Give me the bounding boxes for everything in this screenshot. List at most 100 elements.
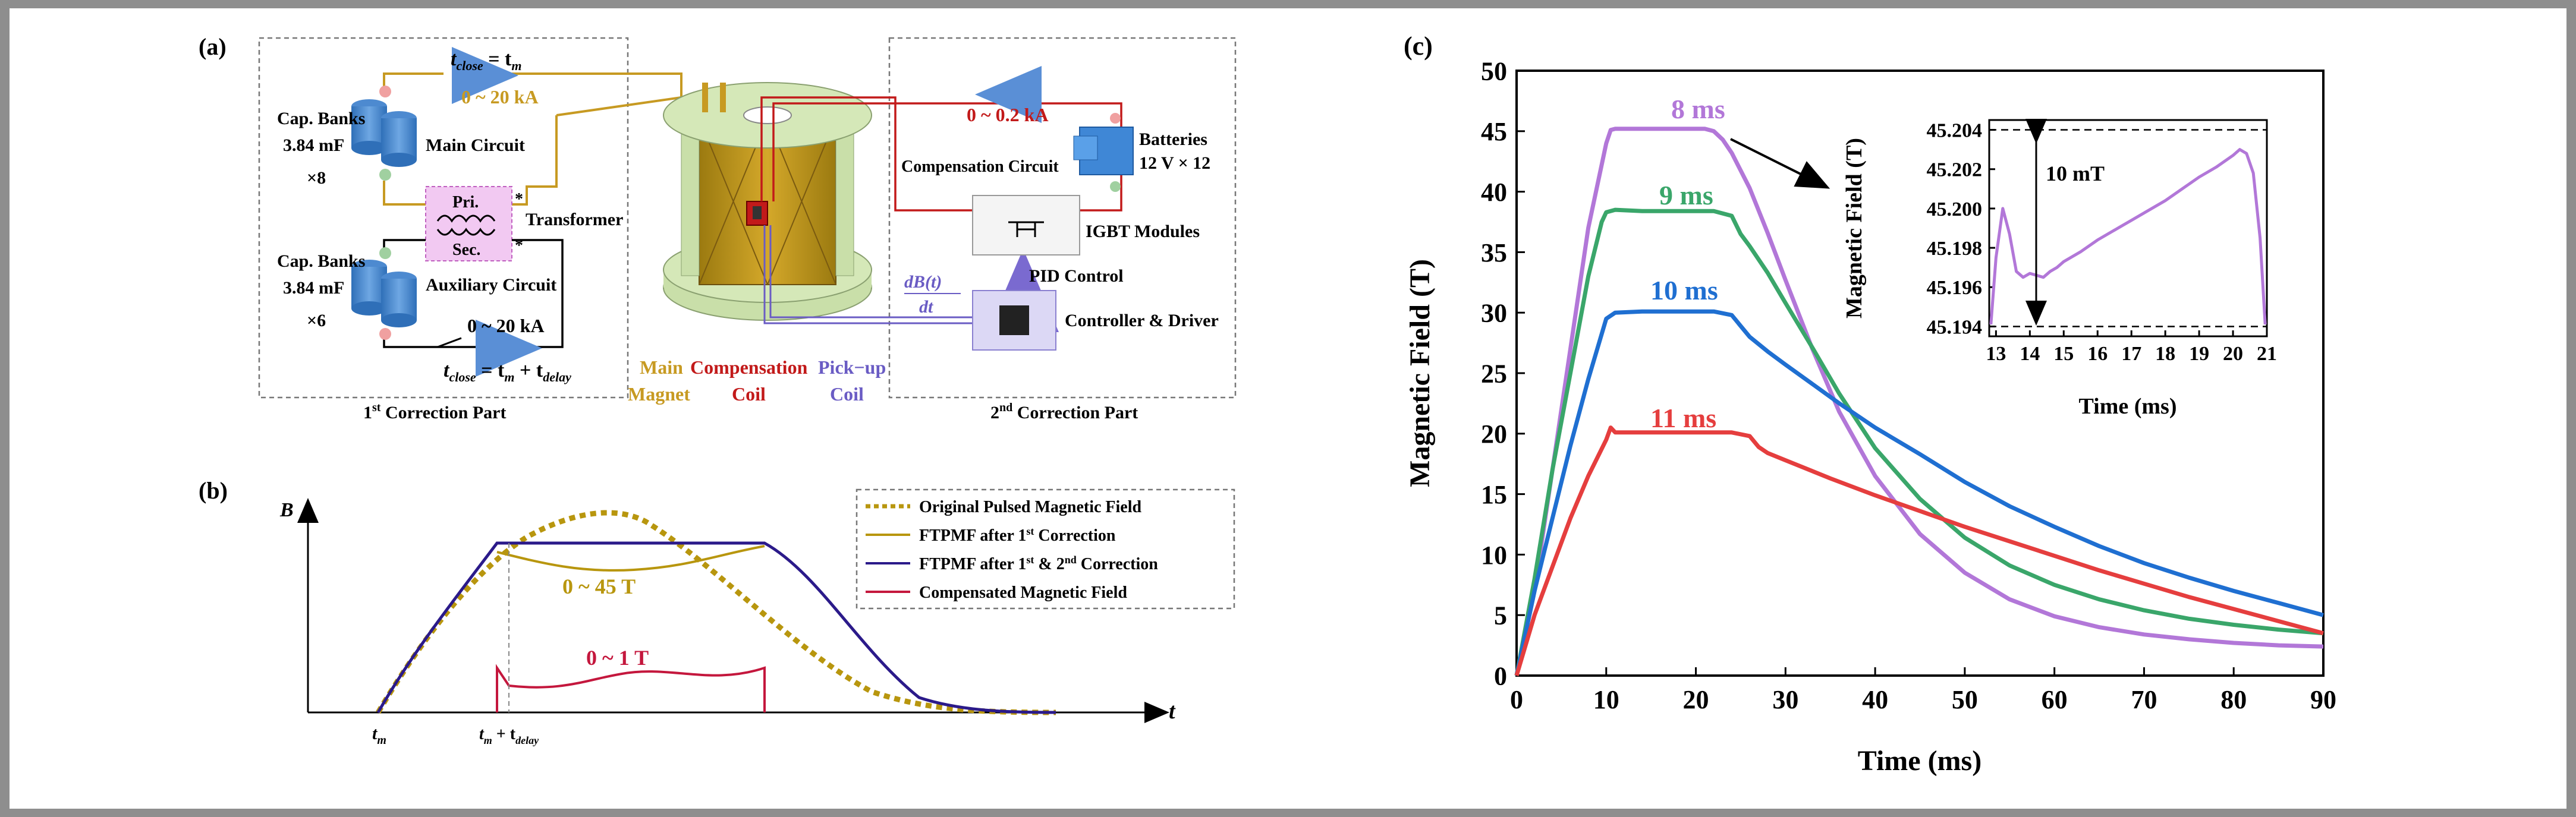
- label-11ms: 11 ms: [1650, 403, 1716, 433]
- inset-lines: [1989, 129, 2267, 327]
- inset-frame: [1988, 119, 2268, 337]
- pickup-coil-label-1: Pick−up: [818, 357, 886, 378]
- t-close-aux: tclose = tm + tdelay: [444, 359, 571, 384]
- label-10ms: 10 ms: [1650, 275, 1718, 305]
- transformer-box: [425, 186, 512, 261]
- pri-label: Pri.: [452, 193, 479, 212]
- y-tick-label: 20: [1481, 419, 1507, 449]
- y-tick-label: 45.196: [1927, 277, 1983, 299]
- legend-text-first: FTPMF after 1st Correction: [919, 525, 1116, 545]
- controller-label: Controller & Driver: [1065, 311, 1219, 330]
- x-tick-label: 16: [2087, 343, 2108, 365]
- first-correction-box: [258, 37, 629, 399]
- y-tick-label: 50: [1481, 56, 1507, 86]
- cap-2-count: ×6: [307, 311, 326, 330]
- main-circuit-label: Main Circuit: [426, 135, 525, 155]
- ftpmf-first: [496, 545, 765, 572]
- sec-label: Sec.: [452, 241, 480, 259]
- inset-pointer-arrow: [1730, 138, 1830, 189]
- db-bottom: dt: [919, 297, 934, 317]
- main-magnet-label-1: Main: [640, 357, 683, 378]
- label-8ms: 8 ms: [1671, 94, 1725, 124]
- igbt-icon: [972, 195, 1080, 255]
- b-legend: [855, 488, 1235, 610]
- tick-tdelay: tm + tdelay: [479, 725, 539, 746]
- c-x-axis-label: Time (ms): [1858, 745, 1981, 777]
- aux-current-label: 0 ~ 20 kA: [467, 315, 545, 336]
- x-tick-label: 90: [2310, 685, 2336, 714]
- cap-bank-2-icon: [351, 247, 417, 340]
- range-comp: 0 ~ 1 T: [586, 646, 649, 670]
- y-tick-label: 45.202: [1927, 159, 1983, 181]
- aux-circuit-label: Auxiliary Circuit: [426, 275, 556, 295]
- cap-banks-1-label: Cap. Banks: [277, 109, 365, 128]
- series-line-3: [1514, 425, 2324, 676]
- c-ticks: 0 10 20 30 40 50 60 70 80 90 0 5 10 15 20 25 30 35 40 45 50: [1481, 56, 2336, 714]
- x-tick-label: 40: [1862, 685, 1888, 714]
- compensation-coil-label-2: Coil: [732, 383, 766, 405]
- y-tick-label: 45: [1481, 117, 1507, 146]
- x-tick-label: 70: [2131, 685, 2157, 714]
- pid-label: PID Control: [1029, 266, 1124, 286]
- transformer-secondary-coil: [436, 228, 496, 236]
- panel-b: (b) B t 0 ~ 45 T 0 ~ 1 T tm tm + tdelay …: [199, 477, 1235, 747]
- x-tick-label: 19: [2189, 343, 2209, 365]
- y-tick-label: 30: [1481, 299, 1507, 328]
- y-tick-label: 45.194: [1927, 316, 1983, 338]
- y-tick-label: 45.198: [1927, 238, 1983, 260]
- legend-text-second: FTPMF after 1st & 2nd Correction: [919, 554, 1158, 573]
- cap-1-count: ×8: [307, 168, 326, 188]
- label-9ms: 9 ms: [1659, 180, 1713, 210]
- db-top: dB(t): [904, 272, 942, 292]
- panel-b-label: (b): [199, 477, 228, 504]
- y-tick-label: 15: [1481, 480, 1507, 509]
- panel-a-label: (a): [199, 33, 227, 60]
- transformer-primary-coil: [436, 214, 496, 223]
- figure-canvas: (a) tclose = tm 0 ~ 20 kA Cap. Banks 3.8…: [10, 8, 2566, 809]
- x-tick-label: 20: [2223, 343, 2243, 365]
- t-close-main: tclose = tm: [451, 48, 521, 73]
- panel-c: (c) 0 10 20 30 40 50 60 70 80 90 0 5 10 15 20 25 30 35 40 4…: [1404, 31, 2336, 777]
- second-part-label: 2nd Correction Part: [990, 401, 1138, 422]
- y-tick-label: 0: [1494, 661, 1507, 690]
- series-line-0: [1514, 127, 2324, 676]
- cap-1-value: 3.84 mF: [283, 135, 344, 155]
- pickup-coil-label-2: Coil: [830, 383, 864, 405]
- y-tick-label: 5: [1494, 601, 1507, 630]
- series-line-2: [1514, 309, 2324, 676]
- cap-bank-1-icon: [351, 86, 417, 181]
- b-x-label: t: [1169, 699, 1176, 724]
- y-tick-label: 40: [1481, 178, 1507, 207]
- main-magnet-label-2: Magnet: [628, 383, 690, 405]
- comp-current-label: 0 ~ 0.2 kA: [967, 104, 1049, 125]
- y-tick-label: 35: [1481, 238, 1507, 267]
- compensation-coil-label-1: Compensation: [690, 357, 808, 378]
- legend-text-comp: Compensated Magnetic Field: [919, 583, 1127, 602]
- x-tick-label: 60: [2042, 685, 2068, 714]
- cap-banks-2-label: Cap. Banks: [277, 251, 365, 271]
- cap-2-value: 3.84 mF: [283, 278, 344, 298]
- range-main: 0 ~ 45 T: [562, 575, 636, 598]
- transformer-label: Transformer: [526, 210, 623, 229]
- x-tick-label: 50: [1952, 685, 1978, 714]
- y-tick-label: 45.204: [1927, 119, 1983, 141]
- x-tick-label: 21: [2257, 343, 2277, 365]
- series-line-1: [1514, 207, 2324, 676]
- x-tick-label: 10: [1593, 685, 1619, 714]
- compensation-circuit-label: Compensation Circuit: [901, 157, 1059, 176]
- x-tick-label: 0: [1510, 685, 1523, 714]
- pickup-wire: [763, 225, 973, 324]
- x-tick-label: 15: [2053, 343, 2074, 365]
- x-tick-label: 13: [1986, 343, 2006, 365]
- panel-c-label: (c): [1404, 31, 1433, 61]
- magnet-icon: [663, 82, 872, 321]
- b-y-label: B: [279, 499, 294, 521]
- series-line-0: [1989, 148, 2267, 325]
- batteries-label: Batteries: [1139, 130, 1207, 149]
- batteries-value: 12 V × 12: [1139, 153, 1210, 173]
- figure-svg: (a) tclose = tm 0 ~ 20 kA Cap. Banks 3.8…: [199, 31, 2336, 777]
- compensated-field: [496, 664, 766, 712]
- main-circuit-return: [383, 115, 558, 206]
- star-1: *: [515, 190, 523, 209]
- main-current-label: 0 ~ 20 kA: [461, 86, 539, 108]
